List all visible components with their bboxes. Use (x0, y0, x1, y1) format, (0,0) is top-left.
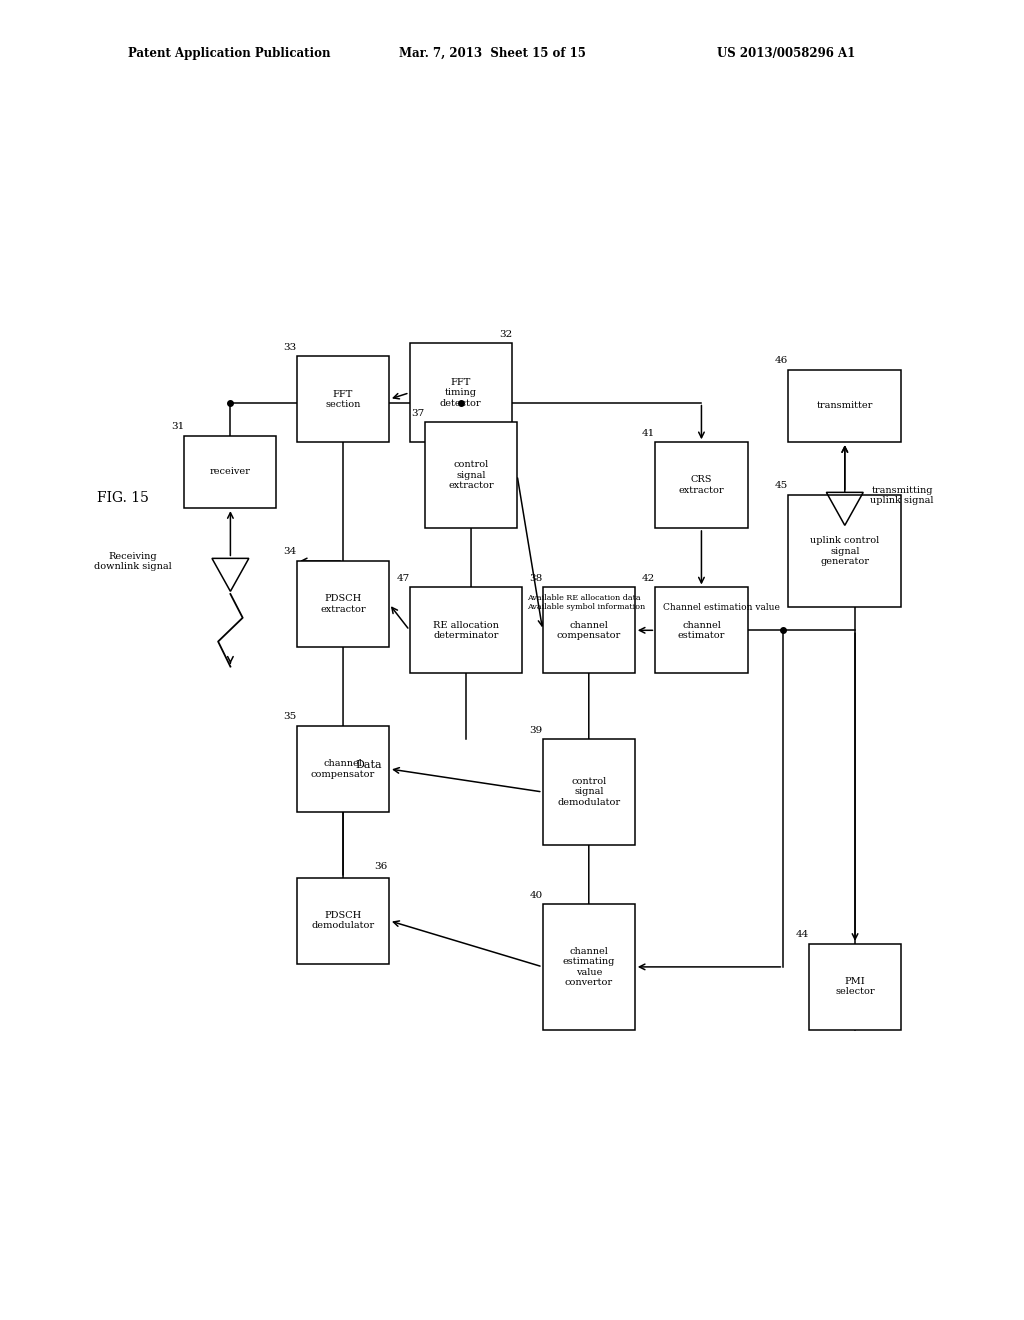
Text: control
signal
extractor: control signal extractor (449, 461, 494, 490)
Text: channel
compensator: channel compensator (557, 620, 621, 640)
Bar (543, 587, 635, 673)
Bar (655, 587, 748, 673)
Text: 37: 37 (412, 409, 425, 418)
Text: 36: 36 (374, 862, 387, 871)
Bar (543, 904, 635, 1030)
Text: receiver: receiver (210, 467, 251, 477)
Text: PDSCH
demodulator: PDSCH demodulator (311, 911, 375, 931)
Text: Available RE allocation data
Available symbol information: Available RE allocation data Available s… (527, 594, 645, 611)
Text: 41: 41 (642, 429, 655, 438)
Text: 38: 38 (529, 574, 543, 583)
Text: CRS
extractor: CRS extractor (679, 475, 724, 495)
Text: 42: 42 (642, 574, 655, 583)
Bar (297, 561, 389, 647)
Text: PMI
selector: PMI selector (836, 977, 874, 997)
Bar (425, 422, 517, 528)
Text: Channel estimation value: Channel estimation value (664, 603, 780, 612)
Text: PDSCH
extractor: PDSCH extractor (321, 594, 366, 614)
Text: 39: 39 (529, 726, 543, 735)
Text: transmitter: transmitter (816, 401, 873, 411)
Text: transmitting
uplink signal: transmitting uplink signal (870, 486, 934, 506)
Text: Data: Data (355, 760, 382, 771)
Text: Patent Application Publication: Patent Application Publication (128, 46, 331, 59)
Text: US 2013/0058296 A1: US 2013/0058296 A1 (717, 46, 855, 59)
Text: 45: 45 (775, 482, 788, 491)
Bar (788, 495, 901, 607)
Text: 47: 47 (396, 574, 410, 583)
Text: 35: 35 (284, 713, 297, 722)
Text: RE allocation
determinator: RE allocation determinator (433, 620, 499, 640)
Bar (788, 370, 901, 442)
Bar (410, 587, 522, 673)
Text: channel
compensator: channel compensator (311, 759, 375, 779)
Text: 40: 40 (529, 891, 543, 900)
Bar (297, 726, 389, 812)
Text: 44: 44 (796, 931, 809, 940)
Text: uplink control
signal
generator: uplink control signal generator (810, 536, 880, 566)
Text: 46: 46 (775, 356, 788, 366)
Text: 34: 34 (284, 548, 297, 557)
Text: Receiving
downlink signal: Receiving downlink signal (94, 552, 172, 572)
Bar (410, 343, 512, 442)
Text: Mar. 7, 2013  Sheet 15 of 15: Mar. 7, 2013 Sheet 15 of 15 (399, 46, 586, 59)
Text: channel
estimating
value
convertor: channel estimating value convertor (562, 946, 615, 987)
Bar (543, 739, 635, 845)
Bar (655, 442, 748, 528)
Bar (184, 436, 276, 508)
Bar (809, 944, 901, 1030)
Bar (297, 878, 389, 964)
Text: 31: 31 (171, 422, 184, 432)
Text: FFT
section: FFT section (326, 389, 360, 409)
Text: 32: 32 (500, 330, 513, 339)
Text: FIG. 15: FIG. 15 (97, 491, 150, 504)
Text: channel
estimator: channel estimator (678, 620, 725, 640)
Bar (297, 356, 389, 442)
Text: 33: 33 (284, 343, 297, 352)
Text: FFT
timing
detector: FFT timing detector (440, 378, 481, 408)
Text: control
signal
demodulator: control signal demodulator (557, 777, 621, 807)
